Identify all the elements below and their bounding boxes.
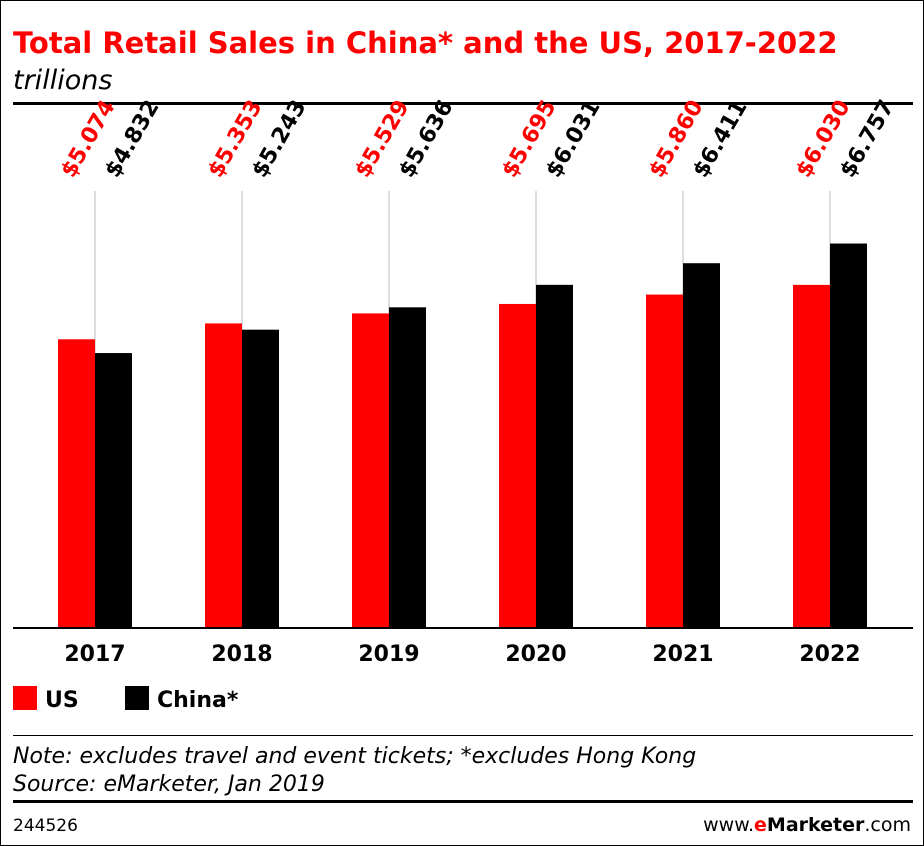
bar-china-2022 bbox=[830, 243, 867, 628]
footer-divider bbox=[13, 800, 913, 803]
x-tick-label: 2021 bbox=[652, 642, 713, 667]
legend-label-china: China* bbox=[157, 688, 239, 713]
bar-china-2020 bbox=[536, 284, 573, 628]
bar-china-2021 bbox=[683, 263, 720, 628]
bar-us-2018 bbox=[205, 323, 242, 628]
legend-swatch-china bbox=[125, 686, 149, 710]
bar-china-2018 bbox=[242, 329, 279, 628]
chart-id: 244526 bbox=[13, 816, 78, 836]
bars: $5.074$4.8322017$5.353$5.2432018$5.529$5… bbox=[57, 96, 900, 667]
x-tick-label: 2020 bbox=[505, 642, 566, 667]
bar-us-2022 bbox=[793, 284, 830, 628]
bar-china-2017 bbox=[95, 353, 132, 628]
bar-us-2020 bbox=[499, 303, 536, 628]
title-divider bbox=[13, 102, 913, 105]
legend-swatch-us bbox=[13, 686, 37, 710]
bar-us-2019 bbox=[352, 313, 389, 628]
chart-subtitle: trillions bbox=[13, 65, 112, 96]
x-axis-baseline bbox=[13, 627, 913, 629]
brand-logo: www.eMarketer.com bbox=[703, 814, 911, 836]
x-tick-label: 2018 bbox=[211, 642, 272, 667]
x-tick-label: 2019 bbox=[358, 642, 419, 667]
legend-label-us: US bbox=[45, 688, 79, 713]
bar-china-2019 bbox=[389, 307, 426, 628]
note-text: Note: excludes travel and event tickets;… bbox=[13, 744, 696, 769]
source-text: Source: eMarketer, Jan 2019 bbox=[13, 772, 325, 797]
x-tick-label: 2022 bbox=[799, 642, 860, 667]
legend: US China* bbox=[13, 686, 239, 713]
chart-title: Total Retail Sales in China* and the US,… bbox=[13, 26, 838, 60]
x-tick-label: 2017 bbox=[64, 642, 125, 667]
bar-us-2017 bbox=[58, 339, 95, 628]
note-divider bbox=[13, 735, 913, 736]
bar-us-2021 bbox=[646, 294, 683, 628]
